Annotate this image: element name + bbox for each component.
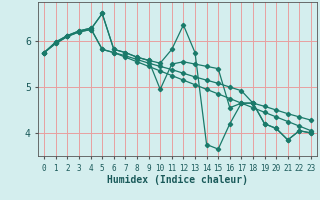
X-axis label: Humidex (Indice chaleur): Humidex (Indice chaleur)	[107, 175, 248, 185]
